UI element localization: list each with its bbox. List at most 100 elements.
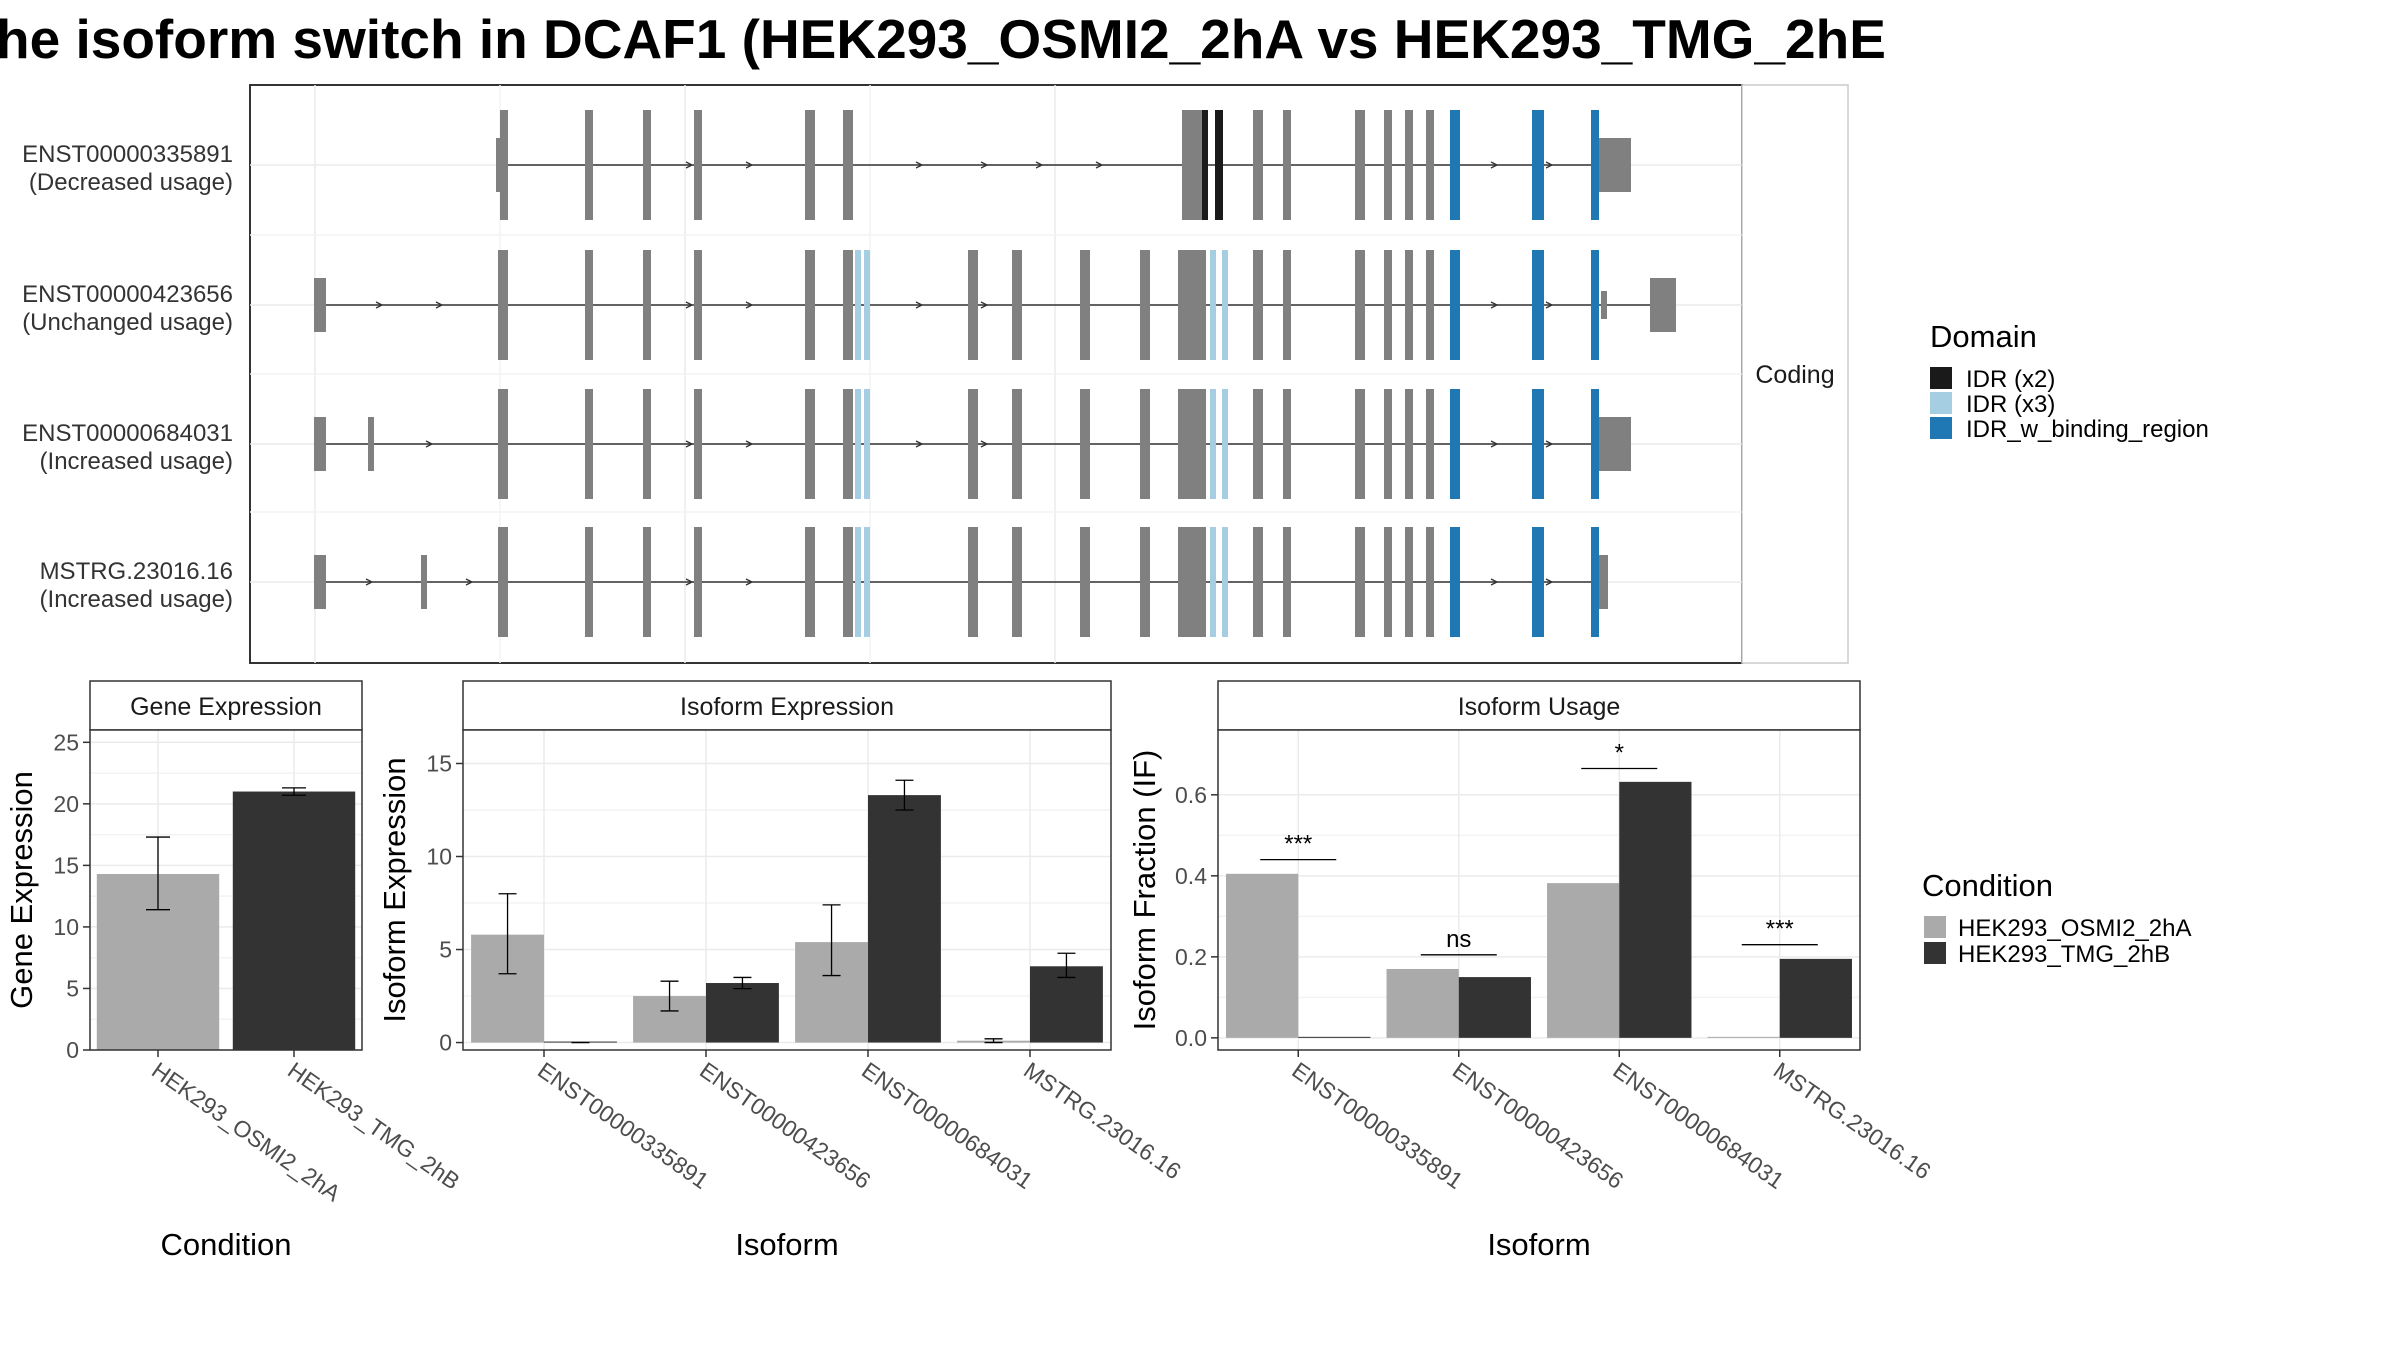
strand-arrow bbox=[915, 440, 924, 448]
strand-arrow bbox=[745, 301, 754, 309]
domain-block bbox=[855, 389, 861, 499]
coding-exon bbox=[585, 110, 593, 220]
utr3-exon-small bbox=[1601, 291, 1607, 319]
domain-block bbox=[864, 250, 870, 360]
error-bar bbox=[146, 836, 170, 911]
legend-key-0 bbox=[1930, 367, 1952, 389]
transcript-id-label: ENST00000684031 bbox=[22, 420, 233, 447]
domain-block bbox=[1450, 250, 1460, 360]
domain-block bbox=[1210, 250, 1216, 360]
strand-arrow bbox=[1545, 301, 1554, 309]
error-bar bbox=[895, 779, 914, 811]
legend-label-2: IDR_w_binding_region bbox=[1966, 416, 2209, 443]
strand-arrow bbox=[685, 578, 694, 586]
domain-block bbox=[1202, 110, 1208, 220]
isoform-usage-panel: Isoform Usage***ns****0.00.20.40.6ENST00… bbox=[1127, 680, 1936, 1262]
facet-label: Coding bbox=[1755, 361, 1834, 389]
coding-exon bbox=[968, 250, 978, 360]
coding-exon bbox=[1178, 389, 1206, 499]
utr3-exon bbox=[1597, 417, 1631, 471]
strand-arrow bbox=[1545, 440, 1554, 448]
coding-exon bbox=[643, 527, 651, 637]
panel-title: Isoform Usage bbox=[1458, 693, 1621, 721]
utr-exon bbox=[368, 417, 374, 471]
bar-HEK293_TMG_2hB-MSTRG.23016.16 bbox=[1779, 958, 1852, 1038]
coding-exon bbox=[1253, 389, 1263, 499]
coding-exon bbox=[1384, 110, 1392, 220]
coding-exon bbox=[1283, 110, 1291, 220]
coding-exon bbox=[1355, 110, 1365, 220]
y-axis-title: Isoform Fraction (IF) bbox=[1127, 750, 1162, 1031]
transcript-MSTRG.23016.16: MSTRG.23016.16(Increased usage) bbox=[40, 527, 1608, 637]
x-tick-label: MSTRG.23016.16 bbox=[1769, 1057, 1936, 1185]
legend-key-2 bbox=[1930, 417, 1952, 439]
strand-arrow bbox=[365, 578, 374, 586]
coding-exon bbox=[805, 389, 815, 499]
domain-block bbox=[1591, 110, 1599, 220]
domain-block bbox=[1450, 527, 1460, 637]
strand-arrow bbox=[915, 161, 924, 169]
legend-key-1 bbox=[1930, 392, 1952, 414]
condition-label-1: HEK293_TMG_2hB bbox=[1958, 941, 2170, 968]
y-tick-label: 0.2 bbox=[1175, 944, 1207, 970]
transcript-ENST00000335891: ENST00000335891(Decreased usage) bbox=[22, 110, 1631, 220]
coding-exon bbox=[1012, 389, 1022, 499]
strand-arrow bbox=[1545, 161, 1554, 169]
x-tick-label: ENST00000684031 bbox=[1608, 1057, 1788, 1194]
domain-block bbox=[1222, 250, 1228, 360]
x-tick-label: ENST00000684031 bbox=[857, 1057, 1037, 1194]
domain-block bbox=[855, 527, 861, 637]
y-tick-label: 25 bbox=[53, 729, 79, 755]
bar-HEK293_OSMI2_2hA-ENST00000423656 bbox=[1386, 968, 1459, 1038]
significance-label: *** bbox=[1766, 916, 1794, 943]
coding-exon bbox=[1012, 527, 1022, 637]
strand-arrow bbox=[1490, 161, 1499, 169]
coding-exon bbox=[843, 250, 853, 360]
strand-arrow bbox=[1490, 301, 1499, 309]
utr3-exon bbox=[1597, 138, 1631, 192]
domain-block bbox=[1450, 389, 1460, 499]
panel-background bbox=[1218, 730, 1860, 1050]
strand-arrow bbox=[685, 301, 694, 309]
condition-key-0 bbox=[1924, 916, 1946, 938]
coding-exon bbox=[498, 527, 506, 637]
coding-exon bbox=[1283, 389, 1291, 499]
facet-strip bbox=[1741, 84, 1849, 664]
y-tick-label: 15 bbox=[53, 852, 79, 878]
coding-exon bbox=[1355, 389, 1365, 499]
coding-exon bbox=[1405, 389, 1413, 499]
domain-block bbox=[864, 527, 870, 637]
coding-exon bbox=[1080, 250, 1090, 360]
x-tick-label: MSTRG.23016.16 bbox=[1019, 1057, 1186, 1185]
coding-exon bbox=[1140, 250, 1150, 360]
coding-exon bbox=[1253, 527, 1263, 637]
strand-arrow bbox=[1095, 161, 1104, 169]
coding-exon bbox=[1355, 250, 1365, 360]
y-tick-label: 20 bbox=[53, 791, 79, 817]
domain-block bbox=[1532, 110, 1544, 220]
domain-block bbox=[1532, 527, 1544, 637]
bar-HEK293_TMG_2hB-MSTRG.23016.16 bbox=[1030, 966, 1103, 1043]
error-bar bbox=[733, 976, 752, 990]
transcript-ENST00000423656: ENST00000423656(Unchanged usage) bbox=[22, 250, 1676, 360]
coding-exon bbox=[694, 527, 702, 637]
y-axis-title: Gene Expression bbox=[4, 771, 39, 1009]
domain-block bbox=[1210, 527, 1216, 637]
coding-exon bbox=[1426, 250, 1434, 360]
condition-legend-title: Condition bbox=[1922, 868, 2053, 903]
coding-exon bbox=[498, 389, 506, 499]
utr5-exon bbox=[314, 555, 326, 609]
significance-label: ns bbox=[1446, 926, 1471, 953]
strand-arrow bbox=[685, 161, 694, 169]
strand-arrow bbox=[435, 301, 444, 309]
coding-exon bbox=[1178, 527, 1206, 637]
domain-legend: Domain IDR (x2)IDR (x3)IDR_w_binding_regi… bbox=[1930, 319, 2209, 443]
transcript-usage-label: (Unchanged usage) bbox=[22, 309, 233, 336]
coding-exon bbox=[1253, 110, 1263, 220]
strand-arrow bbox=[980, 440, 989, 448]
figure-title: he isoform switch in DCAF1 (HEK293_OSMI2… bbox=[0, 8, 1886, 70]
domain-block bbox=[1450, 110, 1460, 220]
panel-border bbox=[462, 729, 1112, 1051]
coding-exon bbox=[498, 250, 506, 360]
